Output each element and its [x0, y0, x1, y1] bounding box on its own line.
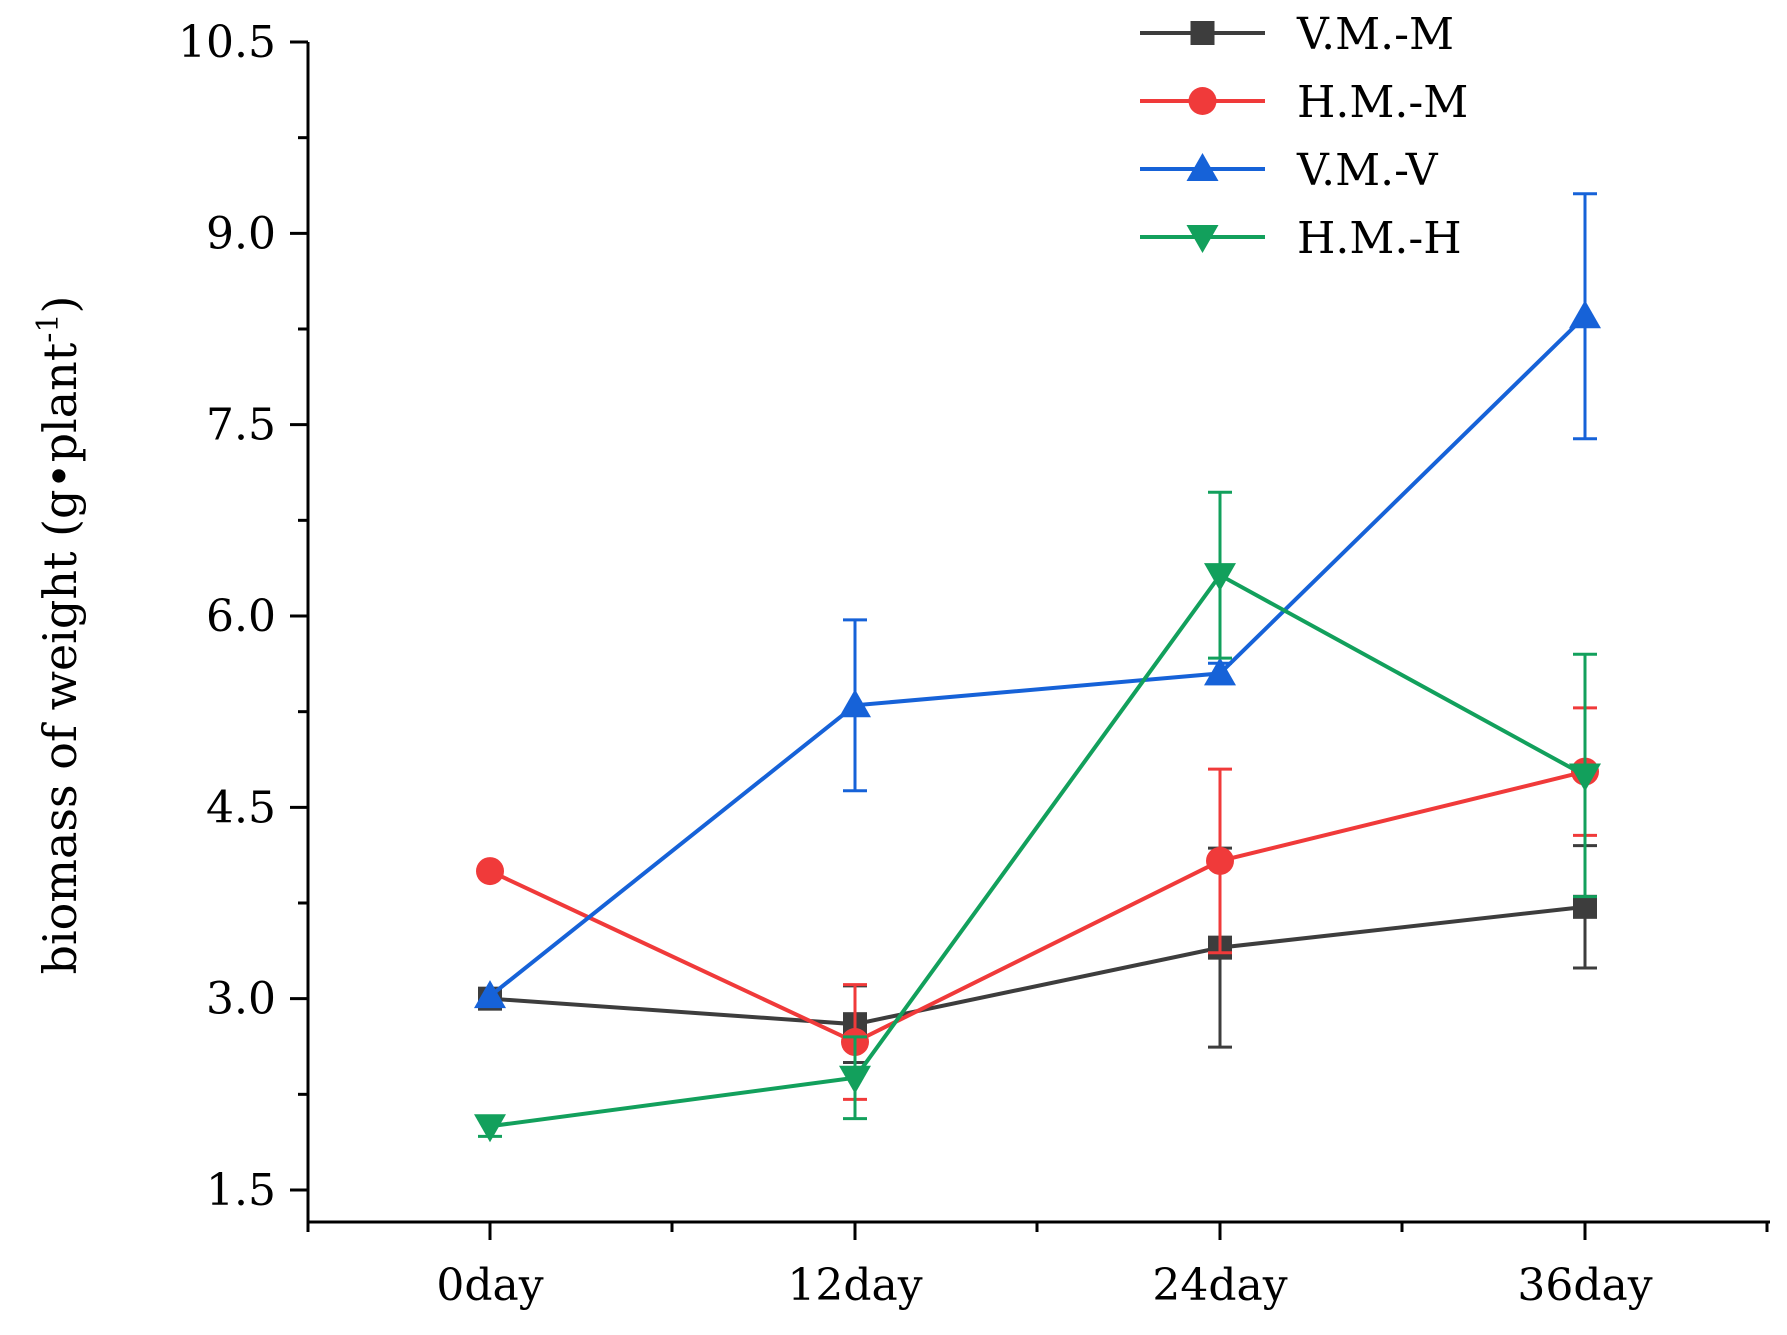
series-H.M.-H: [474, 490, 1601, 1143]
data-point: [1206, 846, 1234, 875]
series-V.M.-M: [478, 844, 1597, 1064]
data-point: [474, 980, 506, 1009]
x-tick-label: 36day: [1517, 1260, 1652, 1311]
y-tick-label: 9.0: [206, 208, 276, 259]
data-point: [1204, 563, 1236, 592]
x-tick-label: 12day: [787, 1260, 922, 1311]
y-tick-label: 6.0: [206, 591, 276, 642]
y-tick-label: 3.0: [206, 974, 276, 1025]
legend-item: V.M.-V: [1140, 145, 1439, 196]
x-tick-labels: 0day 12day 24day 36day: [436, 1260, 1652, 1311]
legend-label: H.M.-M: [1297, 77, 1468, 128]
y-tick-label: 10.5: [178, 17, 276, 68]
legend-marker: [1186, 225, 1219, 253]
legend-marker: [1186, 153, 1219, 181]
data-point: [839, 689, 871, 718]
y-tick-labels: 1.5 3.0 4.5 6.0 7.5 9.0 10.5: [178, 17, 276, 1216]
series-line: [489, 769, 1586, 1045]
legend-marker: [1188, 87, 1217, 115]
data-point: [1573, 894, 1597, 919]
data-point: [1569, 300, 1601, 329]
y-ticks: [290, 40, 308, 1192]
axes: [306, 42, 1770, 1224]
data-point: [1569, 763, 1601, 792]
legend-label: V.M.-M: [1296, 9, 1454, 60]
y-tick-label: 1.5: [206, 1165, 276, 1216]
series-line: [489, 572, 1586, 1129]
data-point: [1204, 657, 1236, 686]
series-line: [489, 904, 1586, 1027]
legend-label: V.M.-V: [1296, 145, 1439, 196]
series-line: [488, 314, 1587, 998]
y-tick-label: 7.5: [206, 400, 276, 451]
data-point: [476, 857, 504, 886]
plot-series: [474, 192, 1601, 1143]
x-ticks: [306, 1222, 1769, 1240]
legend-item: H.M.-H: [1140, 213, 1462, 264]
legend-item: H.M.-M: [1140, 77, 1468, 128]
series-V.M.-V: [474, 192, 1601, 1009]
y-axis-title-close: ): [33, 296, 87, 314]
y-axis-title-superscript: -1: [31, 313, 66, 342]
x-tick-label: 0day: [436, 1260, 543, 1311]
legend-label: H.M.-H: [1297, 213, 1462, 264]
series-H.M.-M: [476, 706, 1599, 1101]
data-point: [839, 1065, 871, 1094]
legend-item: V.M.-M: [1140, 9, 1454, 60]
y-tick-label: 4.5: [206, 782, 276, 833]
x-tick-label: 24day: [1152, 1260, 1287, 1311]
data-point: [474, 1114, 506, 1143]
legend-marker: [1190, 21, 1215, 45]
legend: V.M.-M H.M.-M V.M.-V H.M.-H: [1140, 9, 1468, 264]
y-axis-title: biomass of weight (g•plant-1): [31, 296, 87, 975]
